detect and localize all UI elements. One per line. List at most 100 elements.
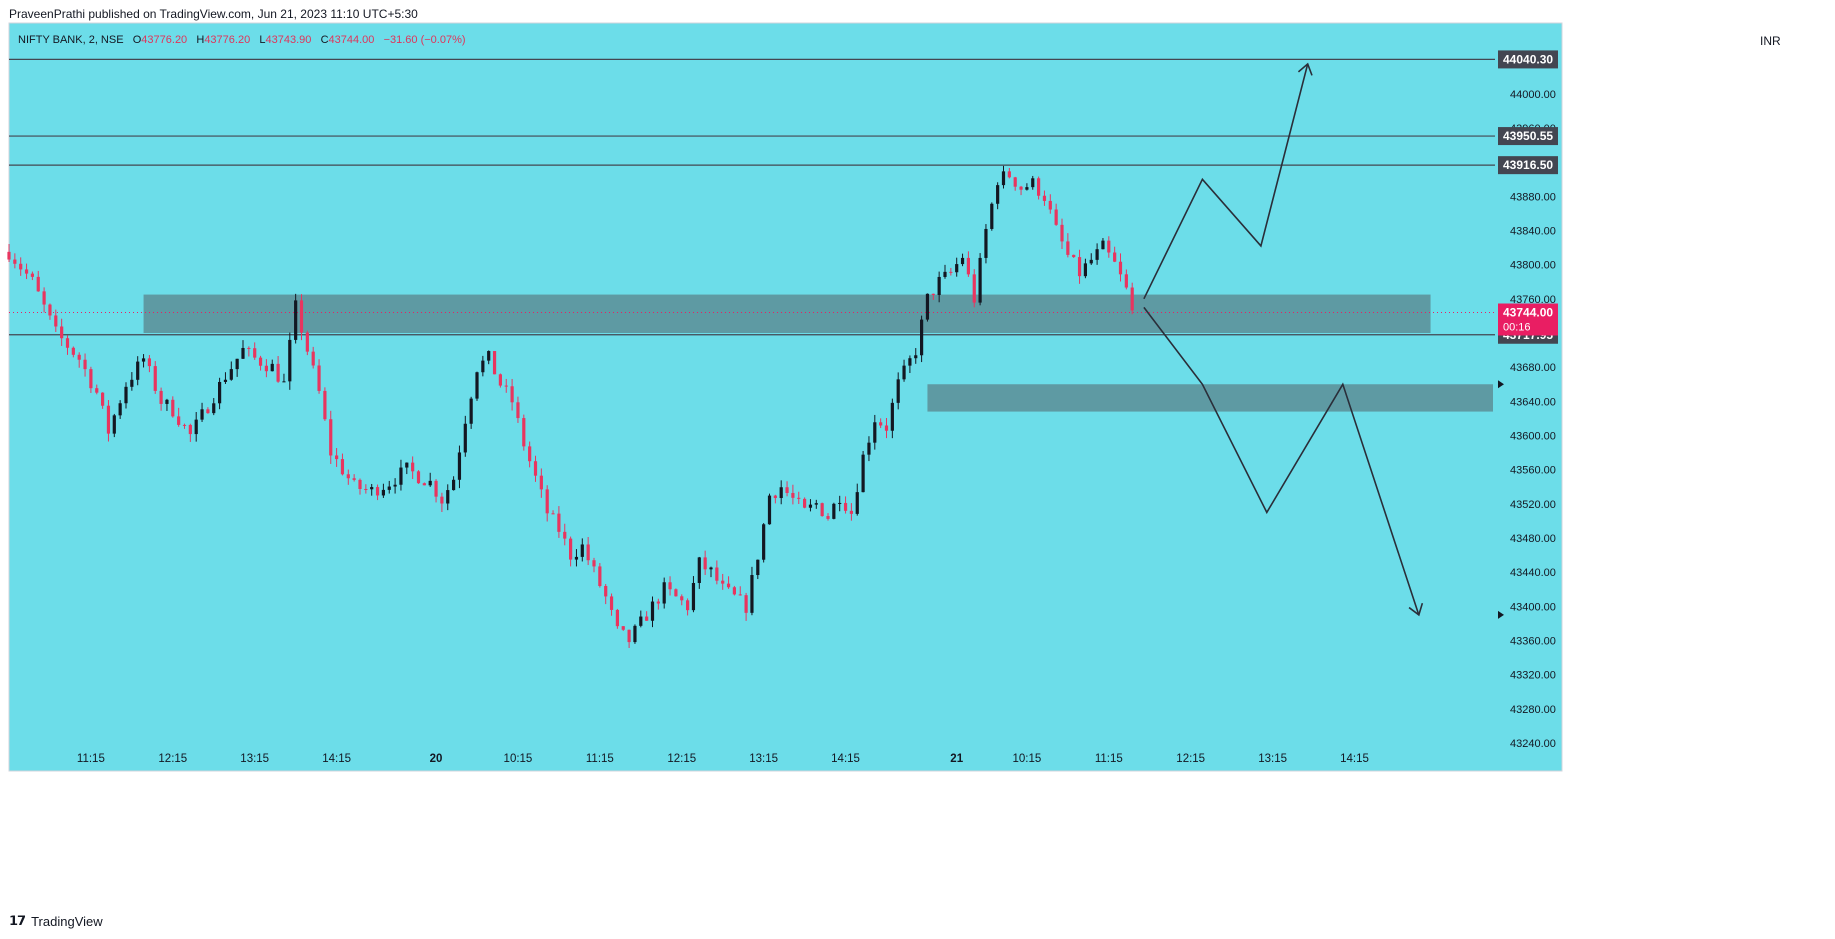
candle-body <box>504 385 508 387</box>
candle-body <box>522 418 526 447</box>
candle <box>428 472 432 487</box>
candle <box>709 566 713 578</box>
candle <box>147 354 151 373</box>
candle <box>931 293 935 300</box>
candle <box>539 468 543 498</box>
y-tick-label: 43800.00 <box>1510 260 1556 272</box>
axis-layer: 44000.0043960.0043880.0043840.0043800.00… <box>77 50 1558 765</box>
candle-body <box>177 416 181 425</box>
candle-body <box>106 405 111 434</box>
y-tick-label: 43440.00 <box>1510 567 1556 579</box>
x-tick-label: 14:15 <box>1340 753 1369 765</box>
candle <box>1083 258 1087 279</box>
x-tick-label: 13:15 <box>1258 753 1287 765</box>
candle <box>182 423 187 429</box>
x-tick-label: 12:15 <box>158 753 187 765</box>
candle-body <box>24 269 29 274</box>
candle-body <box>814 503 818 505</box>
candle <box>949 267 953 276</box>
candle-body <box>791 492 795 498</box>
y-tick-label: 43480.00 <box>1510 533 1556 545</box>
candle-body <box>446 490 450 504</box>
candle-body <box>756 559 760 576</box>
candles-layer <box>7 165 1134 648</box>
candle <box>253 342 257 360</box>
candle <box>756 559 760 580</box>
footer-branding[interactable]: 𝟭𝟳 TradingView <box>9 913 103 929</box>
candle <box>416 470 421 484</box>
candle <box>375 484 380 501</box>
candle <box>370 483 374 496</box>
candle-body <box>487 351 491 361</box>
candle <box>54 309 58 332</box>
y-tick-label: 44000.00 <box>1510 89 1556 101</box>
candle-body <box>966 257 970 275</box>
candle-body <box>393 484 397 487</box>
candle <box>750 566 754 616</box>
candle <box>469 396 473 429</box>
candle-body <box>849 510 853 514</box>
candle <box>422 482 426 486</box>
candle-body <box>141 358 146 362</box>
candle <box>674 588 678 597</box>
low-label: L <box>259 34 266 46</box>
candle-body <box>19 263 23 270</box>
candle <box>645 611 649 621</box>
candle <box>1072 254 1076 258</box>
candle <box>141 354 146 368</box>
candle-body <box>627 629 631 643</box>
candle <box>779 480 783 505</box>
candle-body <box>71 347 75 355</box>
candle <box>89 366 93 393</box>
candle-body <box>920 319 924 356</box>
x-tick-label: 13:15 <box>749 753 778 765</box>
candle <box>118 400 122 419</box>
candle <box>803 497 807 509</box>
y-tick-label: 43640.00 <box>1510 396 1556 408</box>
candle <box>311 346 315 369</box>
candle-body <box>358 479 362 489</box>
candle <box>194 412 198 442</box>
candle-body <box>147 358 151 367</box>
candle <box>697 556 701 589</box>
candle <box>434 479 438 503</box>
candle <box>767 493 772 525</box>
candle <box>908 355 912 374</box>
supply-zone <box>143 294 1431 333</box>
candle <box>65 335 70 355</box>
candle <box>686 598 690 616</box>
candle-body <box>873 422 877 443</box>
candle <box>598 563 602 588</box>
candle <box>276 356 280 383</box>
candle-body <box>340 459 345 475</box>
candle <box>241 340 245 359</box>
candle <box>551 510 555 515</box>
candle <box>95 384 99 395</box>
y-tick-label: 43240.00 <box>1510 738 1556 750</box>
candle <box>873 414 877 450</box>
candle <box>393 478 397 494</box>
candle <box>487 350 491 365</box>
candle <box>703 550 707 575</box>
candle-body <box>680 596 684 601</box>
candle-body <box>1077 257 1082 277</box>
y-tick-label: 43280.00 <box>1510 704 1556 716</box>
candle <box>1013 176 1017 191</box>
candle <box>808 499 813 512</box>
candle-body <box>709 567 713 570</box>
high-value: 43776.20 <box>204 34 251 46</box>
candle <box>914 348 918 364</box>
candle-body <box>223 379 228 382</box>
candle-body <box>42 291 46 305</box>
candle <box>639 610 643 628</box>
candle-body <box>803 498 807 508</box>
candle-body <box>1054 209 1058 225</box>
candle-body <box>475 372 479 399</box>
candle-body <box>200 409 204 420</box>
candle <box>721 573 725 590</box>
candle-body <box>1083 263 1087 277</box>
candle <box>791 484 795 505</box>
candle-body <box>516 402 520 419</box>
candle-body <box>1107 240 1111 253</box>
